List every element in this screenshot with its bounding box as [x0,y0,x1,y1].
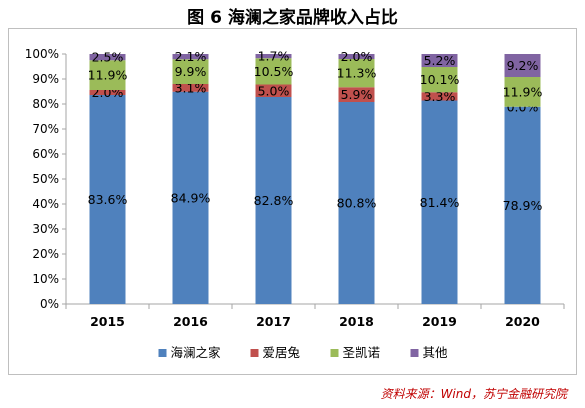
data-label: 80.8% [337,196,377,211]
bar-segment [89,90,126,95]
y-tick-label: 70% [32,122,59,136]
bar-segment [421,100,458,304]
legend-swatch [250,349,259,357]
x-tick-label: 2019 [422,314,457,329]
data-label: 2.5% [92,50,124,65]
legend-swatch [158,349,167,357]
bar-segment [89,54,126,61]
y-tick-label: 50% [32,172,59,186]
y-tick-label: 40% [32,197,59,211]
bar-segment [504,77,541,107]
data-label: 84.9% [171,190,211,205]
legend-label: 海澜之家 [171,345,222,360]
bar-segment [338,54,375,59]
data-label: 11.9% [503,84,543,99]
bar-segment [255,58,292,85]
data-label: 2.0% [341,49,373,64]
bar-segment [89,95,126,304]
data-label: 2.1% [175,49,207,64]
data-label: 78.9% [503,198,543,213]
bar-segment [172,91,209,304]
legend-label: 圣凯诺 [343,345,381,360]
data-label: 11.3% [337,66,377,81]
bar-segment [421,67,458,93]
data-label: 5.9% [341,87,373,102]
data-label: 82.8% [254,193,294,208]
legend-label: 爱居兔 [263,345,301,360]
bar-segment [338,102,375,304]
data-label: 5.2% [424,53,456,68]
data-label: 9.2% [507,58,539,73]
data-label: 1.7% [258,49,290,64]
bar-segment [338,59,375,88]
y-tick-label: 60% [32,147,59,161]
chart-title: 图 6 海澜之家品牌收入占比 [187,8,398,28]
x-tick-label: 2017 [256,314,291,329]
bar-segment [89,60,126,90]
bar-segment [338,87,375,102]
y-tick-label: 100% [25,47,59,61]
x-tick-label: 2016 [173,314,208,329]
legend-label: 其他 [423,345,449,360]
source-note: 资料来源：Wind，苏宁金融研究院 [380,387,567,401]
bar-segment [255,97,292,304]
data-label: 10.1% [420,72,460,87]
data-label: 10.5% [254,64,294,79]
bar-segment [172,84,209,92]
x-tick-label: 2018 [339,314,374,329]
legend-swatch [410,349,419,357]
data-label: 81.4% [420,195,460,210]
y-tick-label: 20% [32,247,59,261]
legend-swatch [330,349,339,357]
bar-segment [421,92,458,101]
chart-frame: 0% 10% 20% 30% 40% 50% 60% 70% 80% 90% 100% 83.6% 2.… [8,28,577,375]
bar-segment [421,54,458,67]
y-tick-label: 80% [32,97,59,111]
data-label: 3.3% [424,89,456,104]
bar-segment [255,84,292,97]
data-label: 9.9% [175,64,207,79]
data-label: 3.1% [175,80,207,95]
x-tick-label: 2020 [505,314,540,329]
bar-segment [255,54,292,59]
data-label: 5.0% [258,83,290,98]
bar-segment [504,54,541,77]
data-label: 11.9% [88,68,128,83]
y-tick-label: 10% [32,272,59,286]
bar-segment [172,59,209,84]
bar-segment [172,54,209,60]
bar-segment [504,106,541,304]
y-tick-label: 0% [40,297,59,311]
y-tick-label: 30% [32,222,59,236]
x-tick-label: 2015 [90,314,125,329]
y-tick-label: 90% [32,72,59,86]
stacked-bar-chart: 0% 10% 20% 30% 40% 50% 60% 70% 80% 90% 100% 83.6% 2.… [25,47,565,360]
data-label: 83.6% [88,192,128,207]
